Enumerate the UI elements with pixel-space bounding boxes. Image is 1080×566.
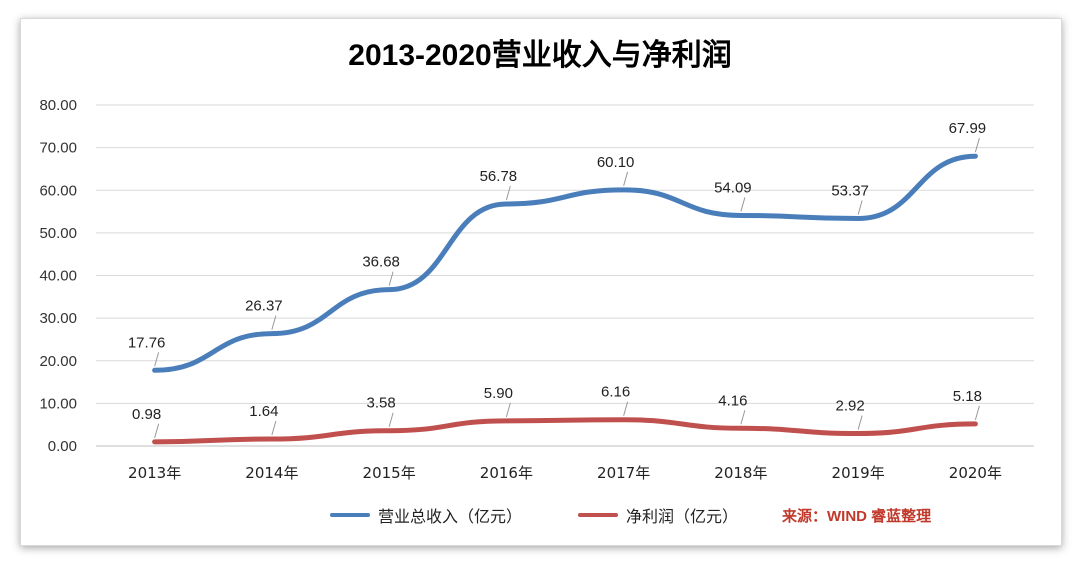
- data-label: 36.68: [362, 254, 400, 271]
- y-tick-label: 0.00: [48, 438, 77, 455]
- x-tick-label: 2018年: [714, 464, 767, 482]
- data-label-leader: [388, 271, 394, 286]
- data-label-leader: [505, 402, 511, 417]
- y-tick-label: 40.00: [39, 268, 77, 285]
- x-tick-label: 2017年: [597, 464, 650, 482]
- data-label: 5.18: [953, 388, 982, 405]
- data-label-leader: [740, 197, 746, 212]
- y-tick-label: 30.00: [39, 310, 77, 327]
- data-label-leader: [154, 352, 160, 367]
- data-label-leader: [623, 401, 629, 416]
- data-label: 67.99: [949, 120, 987, 137]
- data-label: 3.58: [367, 395, 396, 412]
- data-label-leader: [974, 405, 980, 421]
- data-label: 4.16: [718, 392, 747, 409]
- legend-label-revenue: 营业总收入（亿元）: [378, 509, 523, 526]
- data-label-leader: [154, 423, 160, 438]
- data-label: 1.64: [249, 403, 278, 420]
- data-label-leader: [505, 185, 511, 201]
- data-label: 2.92: [836, 398, 865, 415]
- y-tick-label: 20.00: [39, 353, 77, 370]
- data-label-leader: [857, 415, 863, 430]
- x-tick-label: 2016年: [480, 464, 533, 482]
- data-label: 5.90: [484, 385, 513, 402]
- x-tick-label: 2020年: [949, 464, 1002, 482]
- legend-swatch-profit: [578, 513, 618, 517]
- data-label: 53.37: [831, 183, 869, 200]
- chart-frame: [20, 18, 1062, 546]
- y-tick-label: 50.00: [39, 225, 77, 242]
- legend-item-revenue: 营业总收入（亿元）: [330, 503, 522, 527]
- data-label-leader: [857, 200, 863, 215]
- legend-label-profit: 净利润（亿元）: [626, 509, 739, 526]
- y-tick-label: 70.00: [39, 140, 77, 157]
- series-line-1: [152, 417, 978, 445]
- data-label-leader: [623, 171, 629, 186]
- data-label: 54.09: [714, 179, 752, 196]
- legend-item-profit: 净利润（亿元）: [578, 503, 738, 527]
- data-label-leader: [740, 410, 746, 425]
- y-tick-label: 60.00: [39, 182, 77, 199]
- x-tick-label: 2013年: [128, 464, 181, 482]
- data-label-leader: [271, 420, 277, 436]
- data-label: 56.78: [480, 168, 518, 185]
- x-tick-label: 2014年: [245, 464, 298, 482]
- data-label: 17.76: [128, 334, 166, 351]
- data-label: 6.16: [601, 384, 630, 401]
- data-label-leader: [271, 315, 277, 330]
- data-label: 0.98: [132, 406, 161, 423]
- data-label-leader: [388, 412, 394, 427]
- y-tick-label: 80.00: [39, 97, 77, 114]
- x-tick-label: 2015年: [363, 464, 416, 482]
- legend-swatch-revenue: [330, 513, 370, 517]
- data-label-leader: [974, 138, 980, 153]
- chart-title: 2013-2020营业收入与净利润: [348, 39, 732, 72]
- data-label: 60.10: [597, 154, 635, 171]
- y-tick-label: 10.00: [39, 395, 77, 412]
- data-label: 26.37: [245, 298, 283, 315]
- source-note: 来源：WIND 睿蓝整理: [782, 508, 932, 525]
- series-line-0: [152, 153, 978, 373]
- x-tick-label: 2019年: [832, 464, 885, 482]
